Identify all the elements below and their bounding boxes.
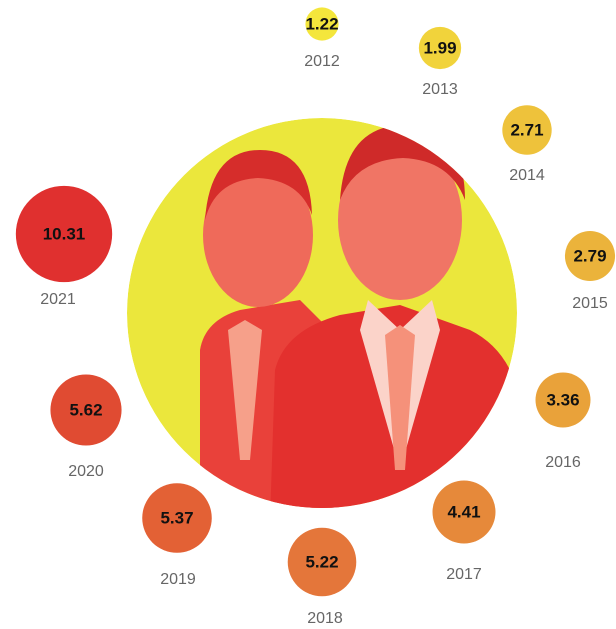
bubble <box>535 372 591 428</box>
value-label: 5.62 <box>69 400 102 419</box>
year-label: 2013 <box>422 81 458 98</box>
value-label: 5.37 <box>160 508 193 527</box>
value-label: 1.99 <box>423 38 456 57</box>
year-label: 2017 <box>446 566 482 583</box>
bubble <box>142 483 212 553</box>
value-label: 1.22 <box>305 14 338 33</box>
year-label: 2012 <box>304 53 340 70</box>
year-label: 2019 <box>160 571 196 588</box>
year-label: 2015 <box>572 295 608 312</box>
bubble <box>564 230 616 282</box>
value-label: 4.41 <box>447 502 480 521</box>
year-label: 2021 <box>40 291 76 308</box>
bubble <box>305 7 339 41</box>
bubble <box>432 480 496 544</box>
bubble <box>15 185 113 283</box>
bubble <box>418 26 462 70</box>
photo <box>127 118 517 508</box>
year-label: 2018 <box>307 610 343 627</box>
bubble <box>287 527 357 597</box>
year-label: 2016 <box>545 454 581 471</box>
year-label: 2020 <box>68 463 104 480</box>
year-label: 2014 <box>509 167 545 184</box>
value-label: 10.31 <box>43 224 86 243</box>
bubble <box>502 105 552 155</box>
value-label: 5.22 <box>305 552 338 571</box>
value-label: 3.36 <box>546 390 579 409</box>
bubble <box>50 374 122 446</box>
value-label: 2.71 <box>510 120 543 139</box>
value-label: 2.79 <box>573 246 606 265</box>
